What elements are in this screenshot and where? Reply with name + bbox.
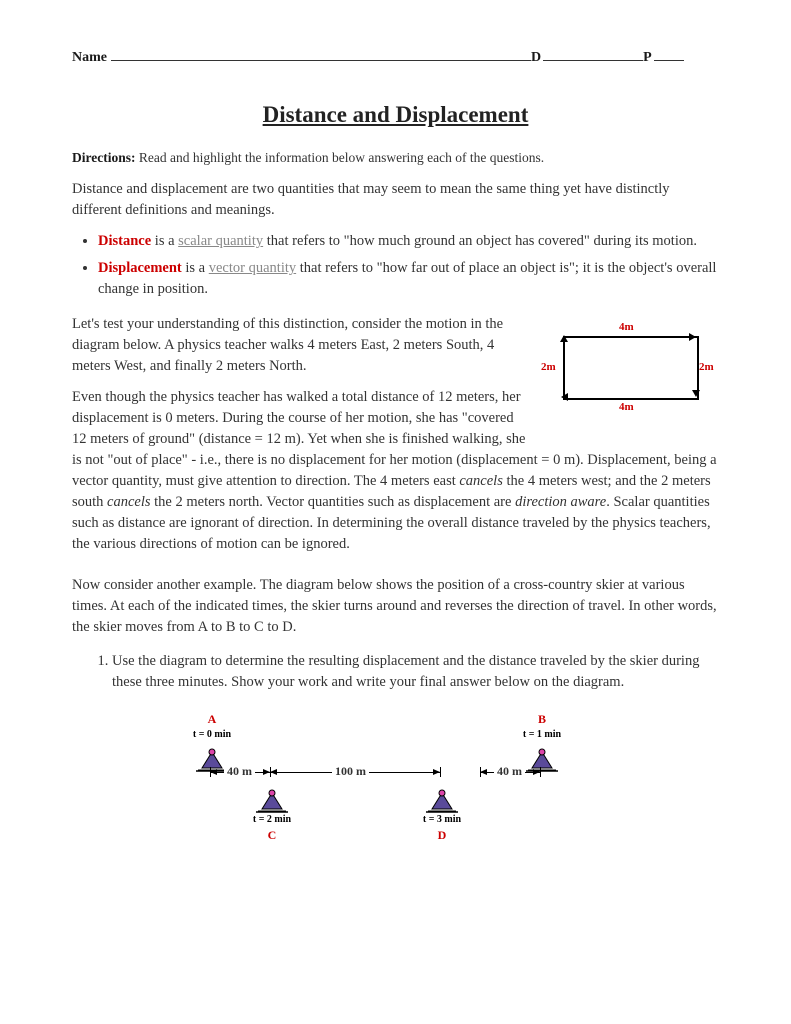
page-title: Distance and Displacement [72, 98, 719, 131]
skier-diagram: A t = 0 min B t = 1 min [132, 711, 612, 881]
d-label: D [531, 48, 541, 68]
vector-link: vector quantity [209, 260, 296, 276]
para-skier-intro: Now consider another example. The diagra… [72, 575, 719, 638]
name-label: Name [72, 48, 107, 68]
displacement-def: Displacement is a vector quantity that r… [98, 258, 719, 300]
rect-left-label: 2m [541, 360, 556, 376]
dim-label-2: 100 m [332, 763, 369, 780]
dim-arrow-icon [270, 769, 277, 775]
dim-label-1: 40 m [224, 763, 255, 780]
directions-text: Read and highlight the information below… [136, 150, 545, 165]
rect-top-label: 4m [619, 320, 634, 336]
skier-a-time: t = 0 min [192, 728, 232, 743]
skier-d-letter: D [422, 827, 462, 844]
scalar-link: scalar quantity [178, 233, 263, 249]
skier-icon [254, 783, 290, 813]
arrow-east-icon [689, 333, 696, 341]
header-line: Name D P [72, 48, 719, 68]
skier-b-time: t = 1 min [522, 728, 562, 743]
p-blank[interactable] [654, 60, 684, 61]
distance-term: Distance [98, 233, 151, 249]
displacement-term: Displacement [98, 260, 182, 276]
arrow-south-icon [692, 390, 700, 397]
directions-label: Directions: [72, 150, 136, 165]
dim-arrow-icon [433, 769, 440, 775]
dim-label-3: 40 m [494, 763, 525, 780]
skier-icon [524, 742, 560, 772]
dim-arrow-icon [263, 769, 270, 775]
rect-bottom-label: 4m [619, 400, 634, 416]
dim-arrow-icon [480, 769, 487, 775]
skier-b-letter: B [522, 711, 562, 728]
dim-tick [540, 767, 541, 777]
skier-d: t = 3 min D [422, 783, 462, 845]
question-1: Use the diagram to determine the resulti… [112, 651, 719, 693]
skier-d-time: t = 3 min [422, 813, 462, 828]
arrow-west-icon [561, 393, 568, 401]
distance-def: Distance is a scalar quantity that refer… [98, 231, 719, 252]
question-list: Use the diagram to determine the resulti… [72, 651, 719, 693]
dim-arrow-icon [210, 769, 217, 775]
skier-icon [424, 783, 460, 813]
intro-para: Distance and displacement are two quanti… [72, 179, 719, 221]
definitions-list: Distance is a scalar quantity that refer… [72, 231, 719, 300]
arrow-north-icon [560, 335, 568, 342]
p-label: P [643, 48, 652, 68]
skier-b: B t = 1 min [522, 711, 562, 773]
worksheet-page: Name D P Distance and Displacement Direc… [0, 0, 791, 1024]
skier-c-time: t = 2 min [252, 813, 292, 828]
dim-tick [440, 767, 441, 777]
rect-right-label: 2m [699, 360, 714, 376]
d-blank[interactable] [543, 60, 643, 61]
dim-arrow-icon [533, 769, 540, 775]
skier-c-letter: C [252, 827, 292, 844]
name-blank[interactable] [111, 60, 531, 61]
directions: Directions: Read and highlight the infor… [72, 148, 719, 168]
skier-a-letter: A [192, 711, 232, 728]
skier-c: t = 2 min C [252, 783, 292, 845]
rect-box [563, 336, 699, 400]
rectangle-diagram: 4m 4m 2m 2m [539, 318, 719, 428]
